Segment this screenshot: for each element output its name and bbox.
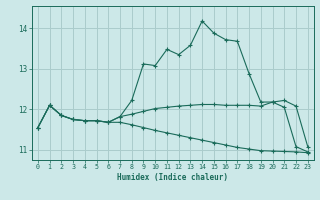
X-axis label: Humidex (Indice chaleur): Humidex (Indice chaleur) — [117, 173, 228, 182]
